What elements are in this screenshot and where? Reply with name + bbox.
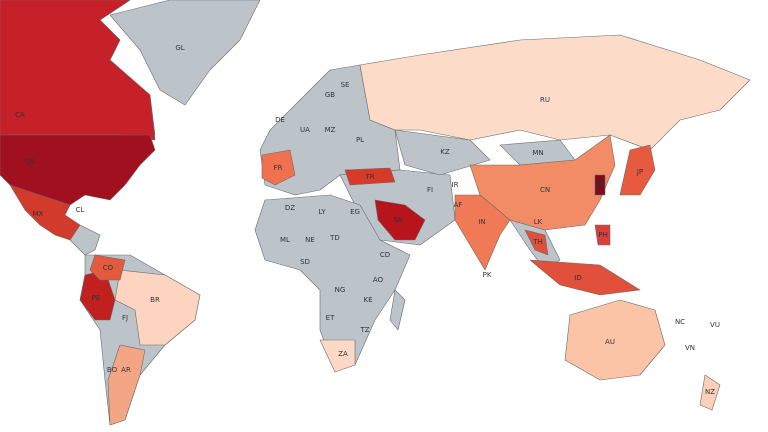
country-label: CD bbox=[380, 251, 390, 259]
country-label: FI bbox=[427, 186, 433, 194]
country bbox=[344, 167, 396, 186]
country-label: DE bbox=[275, 116, 285, 124]
country-label: NG bbox=[335, 286, 346, 294]
country-label: LY bbox=[318, 208, 326, 216]
country-label: TZ bbox=[359, 326, 369, 334]
country-label: BR bbox=[150, 296, 160, 304]
country-label: FJ bbox=[122, 314, 128, 322]
country-label: TH bbox=[532, 238, 543, 246]
country-label: ML bbox=[280, 236, 290, 244]
country-label: AF bbox=[454, 201, 463, 209]
country-label: KZ bbox=[440, 148, 450, 156]
country-label: TD bbox=[329, 234, 340, 242]
country bbox=[109, 0, 261, 106]
country-label: GL bbox=[175, 44, 184, 52]
country-label: PL bbox=[356, 136, 364, 144]
country-label: ZA bbox=[338, 350, 348, 358]
country-label: IN bbox=[478, 218, 485, 226]
country bbox=[619, 144, 656, 196]
country-label: LK bbox=[534, 218, 543, 226]
country-label: VN bbox=[685, 344, 695, 352]
country-label: MN bbox=[532, 149, 543, 157]
madagascar bbox=[389, 289, 406, 331]
country-label: DZ bbox=[285, 204, 295, 212]
country bbox=[564, 299, 666, 381]
country bbox=[107, 344, 146, 426]
country-label: CL bbox=[76, 206, 85, 214]
country bbox=[114, 269, 201, 346]
country-label: PE bbox=[92, 294, 101, 302]
country-label: RU bbox=[540, 96, 550, 104]
country-label: AU bbox=[605, 338, 615, 346]
country-label: NE bbox=[305, 236, 315, 244]
country bbox=[319, 339, 356, 373]
country-label: CO bbox=[103, 264, 114, 272]
country-label: VU bbox=[710, 321, 720, 329]
country-label: JP bbox=[636, 168, 643, 176]
country bbox=[9, 184, 81, 241]
country-label: PH bbox=[598, 231, 608, 239]
country bbox=[454, 194, 511, 271]
country-label: KE bbox=[363, 296, 372, 304]
country bbox=[261, 149, 296, 186]
country-label: BO bbox=[107, 366, 118, 374]
country bbox=[374, 199, 426, 241]
country-label: CN bbox=[540, 186, 550, 194]
country-label: US bbox=[25, 158, 35, 166]
country-label: AR bbox=[121, 366, 131, 374]
country-label: ID bbox=[574, 274, 581, 282]
country bbox=[594, 224, 611, 246]
country bbox=[699, 374, 721, 411]
country-label: MX bbox=[33, 210, 44, 218]
country bbox=[394, 129, 491, 176]
country-label: FR bbox=[274, 164, 283, 172]
country-label: GB bbox=[325, 91, 335, 99]
country-label: ET bbox=[326, 314, 335, 322]
country bbox=[529, 259, 641, 296]
country bbox=[594, 174, 606, 196]
country-label: KR bbox=[595, 181, 605, 189]
country-label: PK bbox=[483, 271, 492, 279]
country-label: SE bbox=[341, 81, 350, 89]
country-label: AO bbox=[373, 276, 384, 284]
country-label: TR bbox=[364, 173, 374, 181]
country-label: SA bbox=[393, 216, 403, 224]
country-label: NZ bbox=[705, 388, 715, 396]
country-label: UA bbox=[300, 126, 310, 134]
country-label: EG bbox=[350, 208, 360, 216]
country-label: IR bbox=[452, 181, 459, 189]
country-label: MZ bbox=[325, 126, 336, 134]
country-label: CA bbox=[15, 111, 25, 119]
country-label: SD bbox=[300, 258, 310, 266]
country bbox=[524, 229, 549, 256]
country-label: NC bbox=[675, 318, 685, 326]
country bbox=[89, 254, 126, 281]
